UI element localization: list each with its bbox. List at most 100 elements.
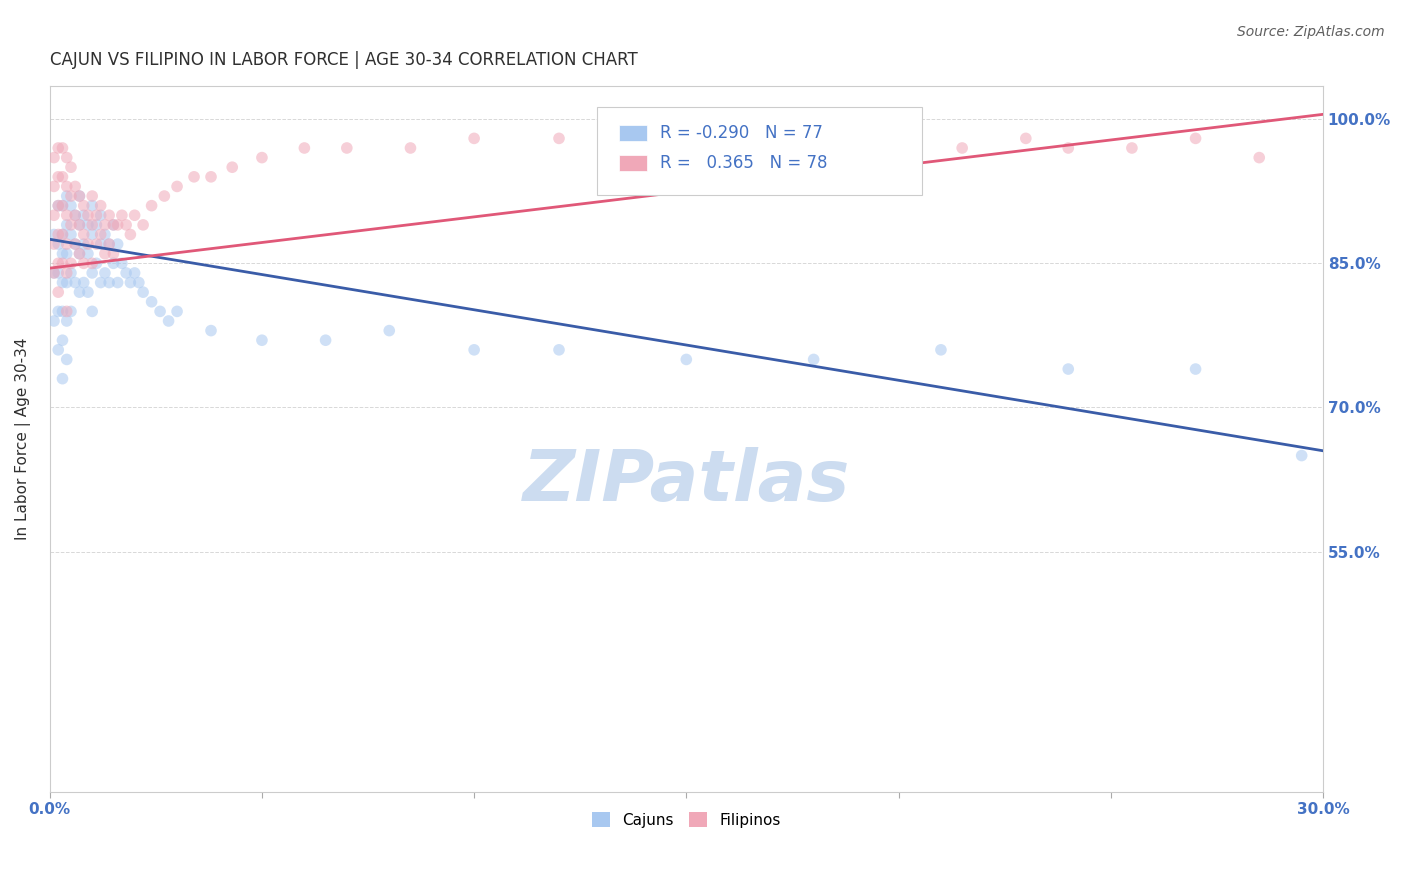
Point xyxy=(77,285,100,300)
Point xyxy=(803,131,825,145)
Point xyxy=(250,151,273,165)
Point xyxy=(98,237,121,252)
Text: ZIPatlas: ZIPatlas xyxy=(523,447,851,516)
Point xyxy=(63,237,86,252)
Point xyxy=(55,208,77,222)
Point xyxy=(63,276,86,290)
Point xyxy=(1291,449,1313,463)
Point xyxy=(73,227,96,242)
Point xyxy=(141,294,163,309)
Point xyxy=(1184,362,1206,376)
Point xyxy=(120,276,142,290)
Point xyxy=(803,352,825,367)
Point xyxy=(90,227,112,242)
Point xyxy=(69,218,91,232)
Point xyxy=(46,199,69,213)
Point xyxy=(153,189,176,203)
Point xyxy=(55,304,77,318)
Point xyxy=(315,333,337,347)
Point xyxy=(59,160,82,174)
Point xyxy=(77,208,100,222)
Point xyxy=(463,343,485,357)
Point xyxy=(94,227,117,242)
Point xyxy=(69,246,91,260)
Point xyxy=(82,256,104,270)
Text: R =   0.365   N = 78: R = 0.365 N = 78 xyxy=(659,154,827,172)
Point xyxy=(63,237,86,252)
Point xyxy=(77,237,100,252)
Point xyxy=(77,218,100,232)
Point xyxy=(55,266,77,280)
Point xyxy=(63,208,86,222)
Point xyxy=(141,199,163,213)
Point xyxy=(46,169,69,184)
Point xyxy=(103,256,125,270)
Text: Source: ZipAtlas.com: Source: ZipAtlas.com xyxy=(1237,25,1385,39)
Point xyxy=(633,131,655,145)
Legend: Cajuns, Filipinos: Cajuns, Filipinos xyxy=(585,805,787,834)
Point xyxy=(463,131,485,145)
Point xyxy=(46,266,69,280)
Point xyxy=(69,285,91,300)
Point xyxy=(120,227,142,242)
Point xyxy=(399,141,422,155)
Point xyxy=(46,199,69,213)
Point xyxy=(42,179,65,194)
Point xyxy=(51,333,73,347)
Point xyxy=(1249,151,1271,165)
Point xyxy=(86,218,108,232)
Point xyxy=(59,227,82,242)
Point xyxy=(717,141,740,155)
Point xyxy=(292,141,315,155)
Point xyxy=(55,218,77,232)
Point xyxy=(1057,362,1080,376)
Point xyxy=(42,314,65,328)
Point xyxy=(55,179,77,194)
Point xyxy=(887,141,910,155)
Point xyxy=(51,141,73,155)
Point xyxy=(1184,131,1206,145)
Point xyxy=(132,218,155,232)
Point xyxy=(200,324,222,338)
Point xyxy=(55,314,77,328)
Point xyxy=(86,237,108,252)
Point xyxy=(59,218,82,232)
Point xyxy=(46,285,69,300)
Point xyxy=(55,276,77,290)
Point xyxy=(46,343,69,357)
Point xyxy=(950,141,973,155)
Point xyxy=(103,218,125,232)
Point xyxy=(336,141,359,155)
Point xyxy=(103,218,125,232)
Point xyxy=(46,141,69,155)
Point xyxy=(111,208,134,222)
Point xyxy=(73,199,96,213)
Point xyxy=(59,266,82,280)
Point xyxy=(124,266,146,280)
Point xyxy=(69,246,91,260)
Point xyxy=(929,343,952,357)
Point xyxy=(183,169,205,184)
Point xyxy=(86,256,108,270)
Point xyxy=(42,227,65,242)
Point xyxy=(82,199,104,213)
Point xyxy=(73,208,96,222)
Point xyxy=(63,179,86,194)
Point xyxy=(90,276,112,290)
Point xyxy=(59,199,82,213)
Point xyxy=(103,246,125,260)
Point xyxy=(46,304,69,318)
Point xyxy=(107,237,129,252)
Point xyxy=(51,372,73,386)
Point xyxy=(98,237,121,252)
Point xyxy=(82,227,104,242)
Point xyxy=(77,246,100,260)
Point xyxy=(94,246,117,260)
Point xyxy=(107,276,129,290)
Point xyxy=(82,266,104,280)
Point xyxy=(86,208,108,222)
Point xyxy=(82,218,104,232)
Point xyxy=(51,246,73,260)
Point xyxy=(1057,141,1080,155)
Point xyxy=(59,189,82,203)
